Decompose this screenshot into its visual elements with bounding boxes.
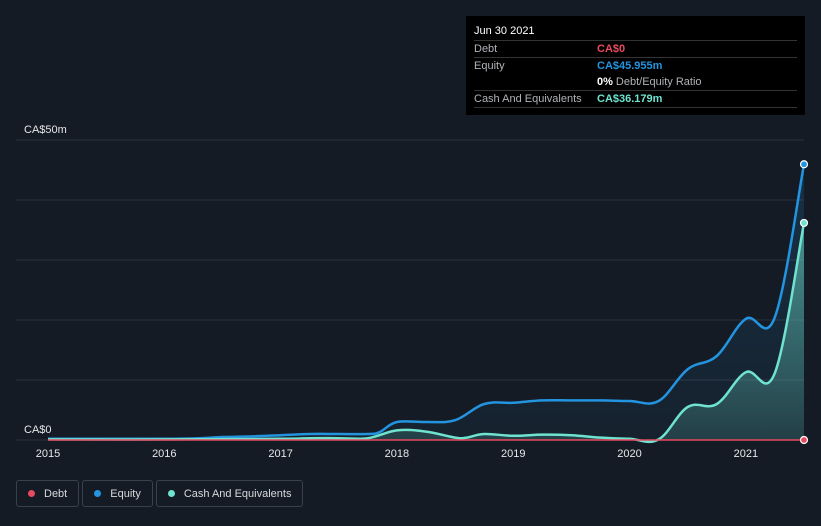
- tooltip-date: Jun 30 2021: [474, 24, 797, 41]
- x-tick-label: 2021: [734, 448, 758, 460]
- area-cash-and-equivalents: [48, 222, 804, 442]
- tooltip-ratio-label: Debt/Equity Ratio: [615, 76, 702, 88]
- tooltip-cash-value: CA$36.179m: [597, 93, 663, 105]
- x-tick-label: 2017: [268, 448, 292, 460]
- line-cash-and-equivalents: [47, 222, 806, 444]
- series-endpoints: [799, 160, 809, 445]
- legend-label-debt: Debt: [44, 487, 68, 500]
- tooltip-ratio-value: 0%: [597, 76, 613, 88]
- endpoint-equity: [799, 160, 809, 169]
- tooltip-row-debt: Debt CA$0: [474, 41, 797, 58]
- legend-label-cash: Cash And Equivalents: [183, 487, 292, 500]
- tooltip-equity-value: CA$45.955m: [597, 60, 663, 72]
- y-axis-labels: CA$0 CA$50m: [24, 124, 67, 436]
- x-tick-label: 2019: [501, 448, 525, 460]
- x-tick-label: 2020: [617, 448, 641, 460]
- series-lines: [47, 164, 806, 444]
- line-equity: [47, 164, 806, 441]
- y-tick-label: CA$0: [24, 424, 52, 436]
- legend-dot-debt: [28, 490, 35, 497]
- series-areas: [48, 164, 804, 442]
- x-tick-label: 2016: [152, 448, 176, 460]
- endpoint-cash-and-equivalents: [799, 218, 809, 228]
- legend-dot-equity: [94, 490, 102, 497]
- x-tick-label: 2018: [385, 448, 409, 460]
- hover-tooltip: Jun 30 2021 Debt CA$0 Equity CA$45.955m …: [466, 16, 805, 115]
- legend-item-debt[interactable]: Debt: [16, 480, 80, 507]
- tooltip-cash-label: Cash And Equivalents: [474, 93, 582, 105]
- tooltip-equity-label: Equity: [474, 60, 505, 72]
- tooltip-row-cash: Cash And Equivalents CA$36.179m: [474, 91, 797, 108]
- tooltip-debt-value: CA$0: [597, 43, 626, 55]
- chart-legend: Debt Equity Cash And Equivalents: [16, 480, 304, 507]
- legend-label-equity: Equity: [110, 487, 141, 500]
- endpoint-debt: [799, 435, 809, 445]
- tooltip-debt-label: Debt: [474, 43, 498, 55]
- area-equity: [48, 164, 804, 440]
- tooltip-row-ratio: 0% Debt/Equity Ratio: [474, 74, 797, 91]
- legend-dot-cash: [167, 490, 175, 497]
- legend-item-cash[interactable]: Cash And Equivalents: [155, 480, 304, 507]
- legend-item-equity[interactable]: Equity: [82, 480, 153, 507]
- x-axis-labels: 2015 2016 2017 2018 2019 2020 2021: [36, 448, 758, 460]
- tooltip-row-equity: Equity CA$45.955m: [474, 58, 797, 74]
- x-tick-label: 2015: [36, 448, 60, 460]
- y-tick-label: CA$50m: [24, 124, 67, 136]
